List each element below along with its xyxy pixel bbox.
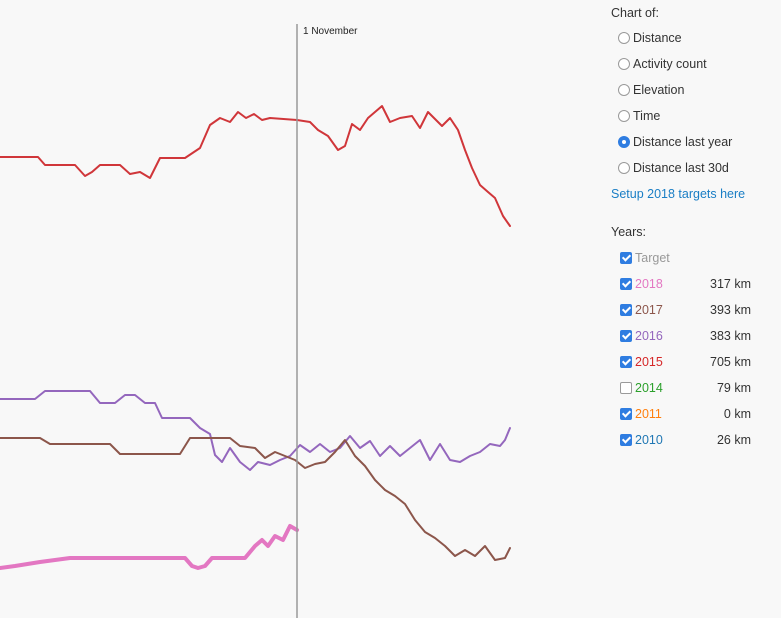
year-row-2016: 2016 383 km [620, 326, 751, 346]
year-row-2018: 2018 317 km [620, 274, 751, 294]
year-distance: 79 km [716, 381, 751, 395]
radio-button[interactable] [618, 58, 630, 70]
year-distance: 0 km [723, 407, 751, 421]
radio-button[interactable] [618, 136, 630, 148]
year-label: 2016 [635, 329, 663, 343]
chart-of-heading: Chart of: [611, 6, 659, 20]
year-checkbox[interactable] [620, 304, 632, 316]
year-label: 2014 [635, 381, 663, 395]
year-row-2014: 2014 79 km [620, 378, 751, 398]
distance-chart: 1 November [0, 24, 511, 618]
year-row-2011: 2011 0 km [620, 404, 751, 424]
year-label: 2017 [635, 303, 663, 317]
year-distance: 393 km [710, 303, 751, 317]
year-row-2010: 2010 26 km [620, 430, 751, 450]
marker-label: 1 November [303, 26, 358, 37]
year-distance: 705 km [710, 355, 751, 369]
chart-option-activity-count[interactable]: Activity count [618, 54, 707, 74]
year-checkbox[interactable] [620, 382, 632, 394]
series-layer [0, 105, 511, 570]
year-checkbox[interactable] [620, 356, 632, 368]
year-label: 2015 [635, 355, 663, 369]
year-label: 2010 [635, 433, 663, 447]
year-checkbox[interactable] [620, 252, 632, 264]
years-heading: Years: [611, 225, 646, 239]
year-checkbox[interactable] [620, 330, 632, 342]
option-label: Activity count [633, 57, 707, 71]
year-label: Target [635, 251, 670, 265]
year-label: 2018 [635, 277, 663, 291]
option-label: Elevation [633, 83, 685, 97]
year-checkbox[interactable] [620, 278, 632, 290]
chart-option-distance[interactable]: Distance [618, 28, 682, 48]
radio-button[interactable] [618, 162, 630, 174]
series-line-2018 [0, 524, 299, 570]
year-row-target: Target [620, 248, 751, 268]
year-distance: 317 km [710, 277, 751, 291]
year-checkbox[interactable] [620, 408, 632, 420]
options-panel: Chart of: Distance Activity count Elevatio… [611, 0, 781, 618]
year-row-2017: 2017 393 km [620, 300, 751, 320]
year-distance: 26 km [716, 433, 751, 447]
chart-option-time[interactable]: Time [618, 106, 660, 126]
year-distance: 383 km [710, 329, 751, 343]
option-label: Time [633, 109, 661, 123]
series-line-2015 [0, 105, 511, 227]
option-label: Distance last year [633, 135, 733, 149]
chart-option-distance-last-year[interactable]: Distance last year [618, 132, 732, 152]
setup-targets-link[interactable]: Setup 2018 targets here [611, 187, 746, 201]
option-label: Distance [633, 31, 682, 45]
radio-button[interactable] [618, 32, 630, 44]
radio-button[interactable] [618, 110, 630, 122]
year-checkbox[interactable] [620, 434, 632, 446]
series-line-2016 [0, 390, 511, 471]
year-label: 2011 [635, 407, 662, 421]
option-label: Distance last 30d [633, 161, 729, 175]
chart-option-distance-last-30d[interactable]: Distance last 30d [618, 158, 729, 178]
year-row-2015: 2015 705 km [620, 352, 751, 372]
chart-option-elevation[interactable]: Elevation [618, 80, 684, 100]
radio-button[interactable] [618, 84, 630, 96]
series-line-2017 [0, 437, 511, 561]
